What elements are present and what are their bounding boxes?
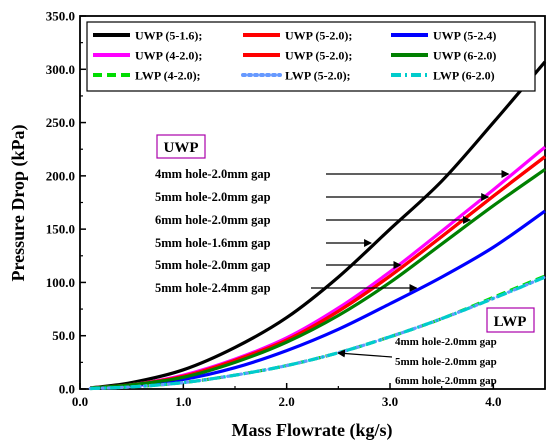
axis-ticks: 0.0 1.0 2.0 3.0 4.0 0.0 50.0 100.0 150.0 200.0 250… [46, 9, 502, 410]
y-tick-label: 300.0 [46, 62, 75, 77]
uwp-annotation-2: 6mm hole-2.0mm gap [155, 213, 271, 227]
uwp-annotation-5: 5mm hole-2.4mm gap [155, 281, 271, 295]
series-line-5 [90, 168, 546, 390]
legend-label-1: UWP (5-2.0); [285, 29, 352, 43]
annotations: UWP LWP 4mm hole-2.0mm gap 5mm hole-2.0mm g… [155, 134, 535, 387]
lwp-box-frame [486, 307, 535, 333]
series-layer [88, 60, 547, 391]
legend-label-5: UWP (6-2.0) [433, 49, 496, 63]
uwp-annotation-0: 4mm hole-2.0mm gap [155, 167, 271, 181]
series-line-0 [90, 60, 547, 390]
x-tick-label: 3.0 [382, 394, 398, 409]
lwp-box-label: LWP [494, 314, 527, 330]
x-tick-label: 4.0 [485, 394, 501, 409]
legend-label-2: UWP (5-2.4) [433, 29, 496, 43]
uwp-annotation-3: 5mm hole-1.6mm gap [155, 236, 271, 250]
y-tick-label: 100.0 [46, 275, 75, 290]
legend-label-0: UWP (5-1.6); [135, 29, 202, 43]
x-axis-title: Mass Flowrate (kg/s) [232, 420, 393, 441]
lwp-annotation-2: 6mm hole-2.0mm gap [395, 375, 497, 387]
lwp-annotation-1: 5mm hole-2.0mm gap [395, 356, 497, 368]
legend-label-6: LWP (4-2.0); [135, 69, 201, 83]
uwp-box-label: UWP [164, 140, 199, 156]
x-tick-label: 0.0 [72, 394, 88, 409]
y-tick-label: 350.0 [46, 9, 75, 24]
legend-box [86, 21, 536, 92]
legend-label-8: LWP (6-2.0) [433, 69, 495, 83]
uwp-box-frame [156, 134, 206, 159]
x-tick-label: 2.0 [279, 394, 295, 409]
legend-label-3: UWP (4-2.0); [135, 49, 202, 63]
y-tick-label: 200.0 [46, 168, 75, 183]
y-tick-label: 0.0 [59, 382, 75, 397]
uwp-annotation-1: 5mm hole-2.0mm gap [155, 190, 271, 204]
lwp-annotation-0: 4mm hole-2.0mm gap [395, 336, 497, 348]
legend: UWP (5-1.6); UWP (5-2.0); UWP (5-2.4) UWP (… [86, 21, 536, 92]
lwp-annotation-arrow [337, 349, 393, 358]
uwp-annotation-4: 5mm hole-2.0mm gap [155, 258, 271, 272]
y-axis-title: Pressure Drop (kPa) [8, 125, 29, 282]
legend-label-4: UWP (5-2.0); [285, 49, 352, 63]
y-tick-label: 250.0 [46, 115, 75, 130]
x-tick-label: 1.0 [175, 394, 191, 409]
series-line-8 [90, 275, 546, 391]
y-tick-label: 50.0 [52, 328, 75, 343]
legend-label-7: LWP (5-2.0); [285, 69, 351, 83]
y-tick-label: 150.0 [46, 222, 75, 237]
